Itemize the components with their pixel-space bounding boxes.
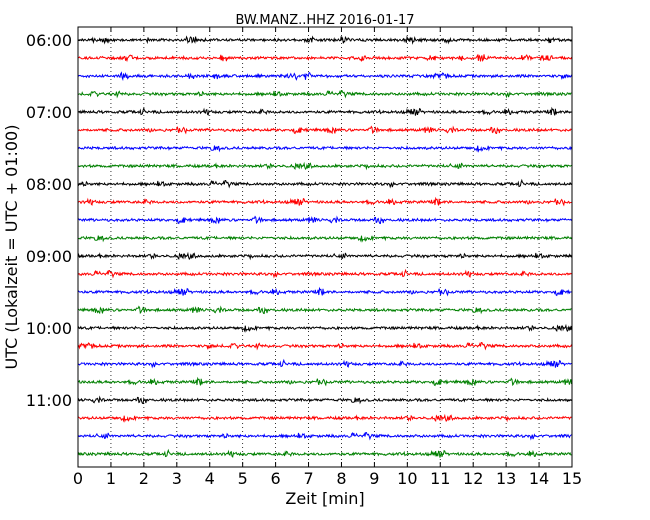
trace-1100 [77,395,572,405]
x-tick-label-13: 13 [496,469,516,488]
trace-0830 [77,215,572,225]
trace-1000 [77,323,572,333]
x-tick-label-12: 12 [463,469,483,488]
y-tick-label-0700: 07:00 [26,103,72,122]
trace-0745 [77,161,572,171]
x-axis-ticks: 0 1 2 3 4 5 6 7 8 9 10 11 12 13 14 15 [73,27,582,488]
vertical-grid [110,27,540,467]
x-tick-label-4: 4 [205,469,215,488]
trace-0930 [77,286,572,297]
trace-0945 [77,305,572,315]
trace-0715 [77,125,572,135]
y-tick-label-0600: 06:00 [26,31,72,50]
y-axis-label: UTC (Lokalzeit = UTC + 01:00) [2,125,21,370]
x-tick-label-1: 1 [106,469,116,488]
x-tick-label-10: 10 [397,469,417,488]
trace-1115 [77,413,572,423]
x-tick-label-15: 15 [562,469,582,488]
y-tick-label-0900: 09:00 [26,247,72,266]
x-tick-label-14: 14 [529,469,549,488]
x-tick-label-6: 6 [271,469,281,488]
trace-0730 [77,145,572,153]
trace-0645 [77,89,572,99]
trace-0700 [77,106,572,116]
x-tick-label-5: 5 [238,469,248,488]
seismogram-traces [77,35,572,458]
trace-1045 [77,376,572,387]
trace-1145 [77,448,572,458]
trace-0615 [77,53,572,63]
trace-0900 [77,251,572,261]
y-tick-label-0800: 08:00 [26,175,72,194]
x-tick-label-7: 7 [303,469,313,488]
trace-0915 [77,268,572,279]
x-tick-label-2: 2 [139,469,149,488]
y-tick-label-1000: 10:00 [26,319,72,338]
chart-title: BW.MANZ..HHZ 2016-01-17 [235,13,414,28]
x-tick-label-0: 0 [73,469,83,488]
x-tick-label-3: 3 [172,469,182,488]
plot-frame [77,26,573,468]
x-tick-label-11: 11 [430,469,450,488]
trace-1030 [77,358,572,369]
trace-0845 [77,235,572,243]
trace-0630 [77,71,572,82]
x-axis-label: Zeit [min] [285,489,364,508]
trace-0600 [77,35,572,45]
y-axis-ticks: 06:00 07:00 08:00 09:00 10:00 11:00 [26,31,572,410]
trace-1130 [77,431,572,441]
trace-0800 [77,178,572,189]
x-tick-label-8: 8 [336,469,346,488]
trace-0815 [77,196,572,207]
trace-1015 [77,341,572,351]
y-tick-label-1100: 11:00 [26,391,72,410]
x-tick-label-9: 9 [369,469,379,488]
